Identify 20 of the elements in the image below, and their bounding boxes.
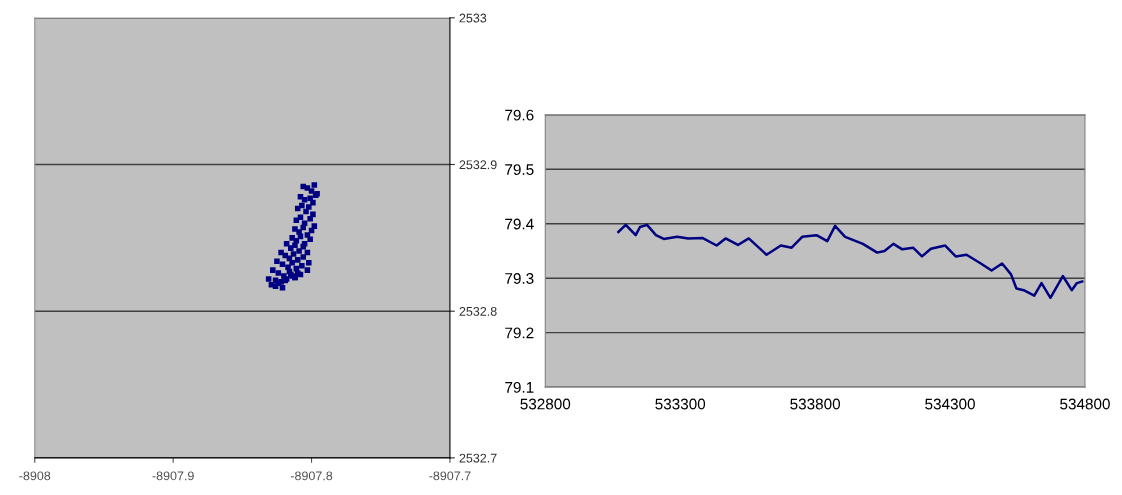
y-tick-label: 2533 bbox=[459, 13, 487, 23]
x-tick-label: -8907.8 bbox=[290, 471, 333, 481]
y-tick-label: 79.2 bbox=[505, 327, 534, 339]
y-tick-label: 2532.7 bbox=[459, 453, 497, 463]
y-tick-label: 79.4 bbox=[505, 218, 534, 230]
x-tick-label: 533800 bbox=[790, 398, 841, 410]
x-tick-label: 533300 bbox=[655, 398, 706, 410]
y-tick-label: 79.5 bbox=[505, 164, 534, 175]
x-tick-label: 534300 bbox=[925, 398, 975, 410]
y-tick-label: 79.6 bbox=[505, 109, 534, 121]
x-tick-label: 534800 bbox=[1060, 398, 1110, 410]
x-tick-label: 532800 bbox=[520, 398, 571, 410]
y-tick-label: 79.1 bbox=[505, 381, 534, 393]
y-tick-label: 2532.9 bbox=[459, 160, 497, 170]
x-tick-label: -8907.7 bbox=[429, 471, 471, 481]
y-tick-label: 79.3 bbox=[505, 273, 534, 284]
x-tick-label: -8908 bbox=[19, 471, 51, 481]
line-series bbox=[617, 223, 1084, 300]
y-tick-label: 2532.8 bbox=[459, 306, 497, 316]
x-tick-label: -8907.9 bbox=[152, 471, 194, 481]
